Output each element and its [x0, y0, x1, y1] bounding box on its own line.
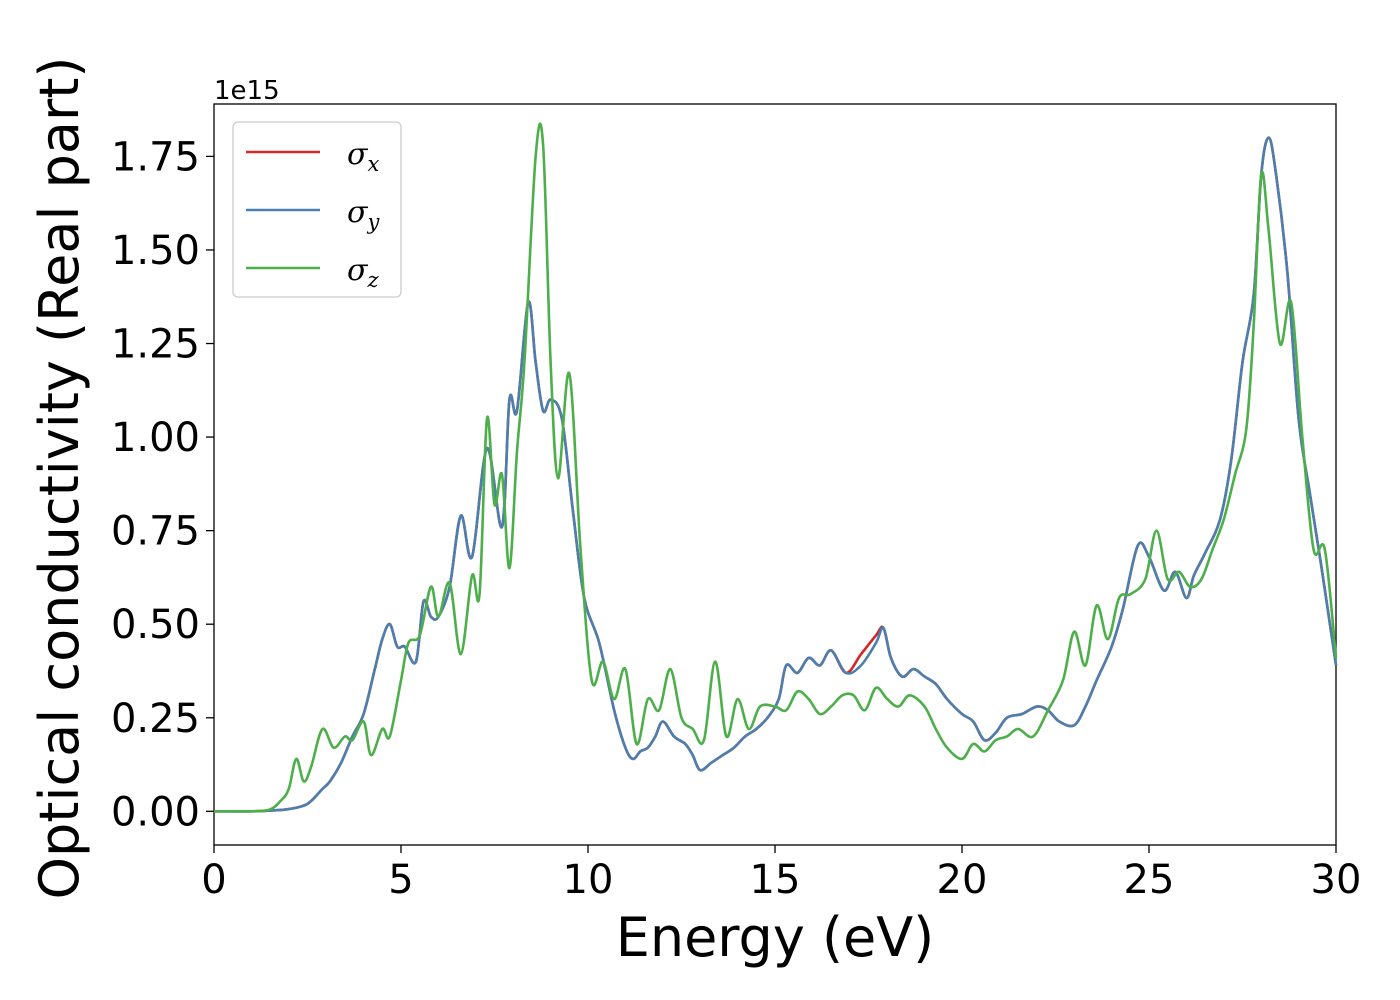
x-tick-label: 0: [201, 857, 226, 903]
x-tick-label: 15: [750, 857, 801, 903]
series-line-y: [213, 136, 1338, 813]
y-tick-label: 1.75: [111, 134, 200, 180]
x-tick-label: 30: [1311, 857, 1362, 903]
y-axis-ticks: 0.00 0.25 0.50 0.75 1.00 1.25 1.50 1.75: [111, 134, 214, 835]
series-layer: [213, 122, 1338, 813]
y-tick-label: 0.25: [111, 696, 200, 742]
legend-label-z: σz: [347, 253, 379, 292]
series-line-z: [213, 122, 1338, 813]
x-axis-ticks: 0 5 10 15 20 25 30: [201, 845, 1361, 903]
y-tick-label: 0.75: [111, 509, 200, 555]
y-tick-label: 0.00: [111, 789, 200, 835]
y-tick-label: 1.50: [111, 228, 200, 274]
legend: σx σy σz: [232, 121, 402, 298]
x-tick-label: 25: [1124, 857, 1175, 903]
legend-label-x: σx: [347, 137, 379, 176]
y-tick-label: 1.00: [111, 415, 200, 461]
y-tick-label: 1.25: [111, 322, 200, 368]
y-exponent-label: 1e15: [214, 76, 280, 106]
legend-label-y: σy: [347, 195, 380, 234]
y-axis-label: Optical conductivity (Real part): [28, 57, 91, 900]
y-tick-label: 0.50: [111, 602, 200, 648]
x-axis-label: Energy (eV): [616, 906, 935, 969]
legend-items: σx σy σz: [246, 137, 380, 292]
x-tick-label: 5: [388, 857, 413, 903]
x-tick-label: 20: [937, 857, 988, 903]
x-tick-label: 10: [563, 857, 614, 903]
